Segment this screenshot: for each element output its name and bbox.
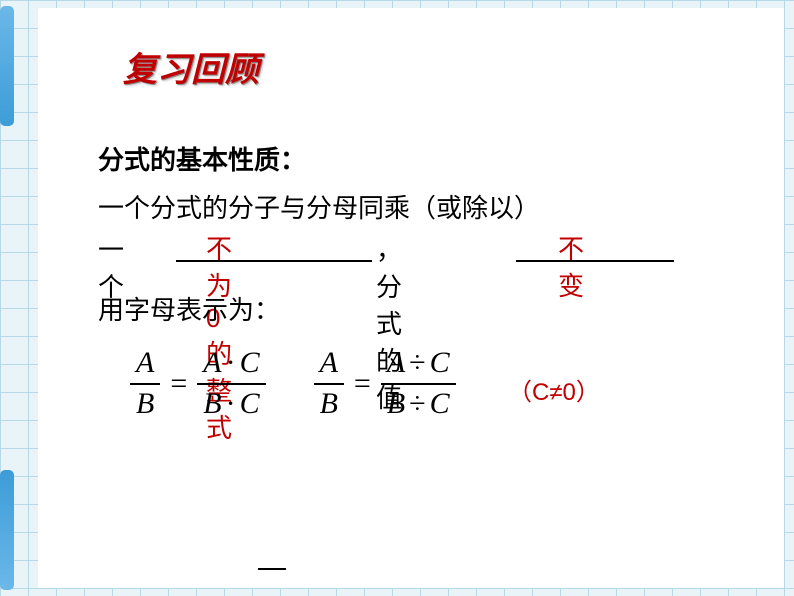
frac2-den: B·C xyxy=(197,383,265,422)
fraction-3: A B xyxy=(314,346,344,421)
body-line-3: 用字母表示为： xyxy=(98,290,280,327)
fraction-1: A B xyxy=(130,346,160,421)
frac3-num: A xyxy=(314,346,344,383)
fraction-2: A·C B·C xyxy=(197,346,265,421)
frac1-den: B xyxy=(130,383,160,422)
stray-mark xyxy=(258,568,286,570)
equals-1: = xyxy=(160,367,197,401)
frac3-den: B xyxy=(314,383,344,422)
frac1-num: A xyxy=(130,346,160,383)
blank-2-underline xyxy=(516,236,674,262)
frac2-num: A·C xyxy=(197,346,265,383)
frac4-num: A÷C xyxy=(381,346,456,383)
frac4-den: B÷C xyxy=(381,383,456,422)
slide-heading: 复习回顾 xyxy=(123,42,259,91)
section-subheading: 分式的基本性质： xyxy=(98,140,306,177)
content-panel: 复习回顾 分式的基本性质： 一个分式的分子与分母同乘（或除以） 一个 不为0的整… xyxy=(38,8,784,588)
formula-row: A B = A·C B·C A B = A÷C B÷C xyxy=(130,346,456,421)
formula-condition: （C≠0） xyxy=(508,372,600,407)
fraction-4: A÷C B÷C xyxy=(381,346,456,421)
accent-bar-bottom xyxy=(0,470,14,590)
blank-2-answer: 不变 xyxy=(558,229,584,303)
equals-2: = xyxy=(344,367,381,401)
body-line-1: 一个分式的分子与分母同乘（或除以） xyxy=(98,188,540,225)
accent-bar-top xyxy=(0,6,14,126)
